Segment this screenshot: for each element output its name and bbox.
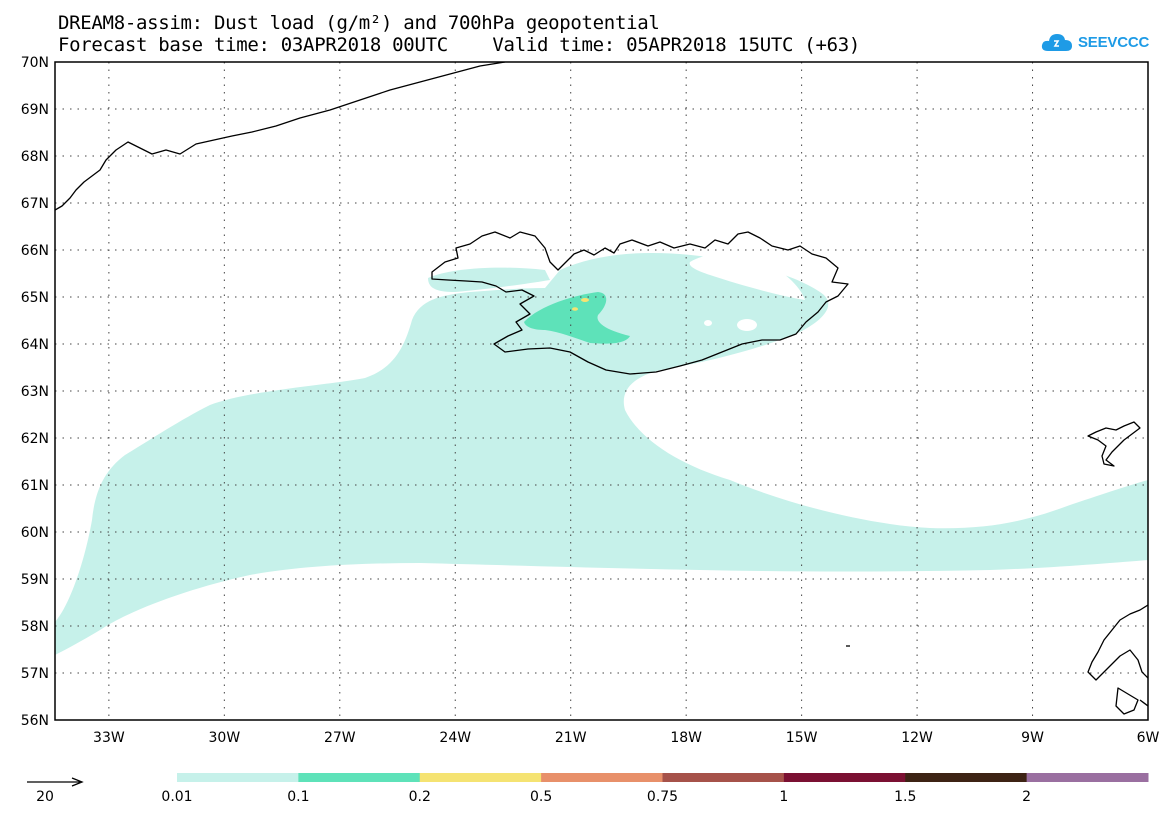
colorbar-label: 0.2 bbox=[409, 789, 431, 805]
lon-tick-label: 6W bbox=[1137, 730, 1160, 746]
dust-gap-east-1 bbox=[737, 319, 757, 331]
colorbar-swatch bbox=[662, 773, 785, 782]
coastlines bbox=[55, 62, 1148, 715]
colorbar-label: 0.1 bbox=[287, 789, 309, 805]
dust-core-high-2 bbox=[572, 307, 578, 311]
lat-tick-label: 69N bbox=[21, 102, 49, 118]
lat-tick-label: 62N bbox=[21, 431, 49, 447]
colorbar-swatch bbox=[1026, 773, 1149, 782]
lat-tick-label: 68N bbox=[21, 149, 49, 165]
lat-tick-label: 70N bbox=[21, 55, 49, 71]
lat-tick-label: 60N bbox=[21, 525, 49, 541]
lon-tick-label: 21W bbox=[555, 730, 587, 746]
lon-tick-label: 30W bbox=[209, 730, 241, 746]
colorbar-swatch bbox=[783, 773, 906, 782]
greenland-coastline bbox=[55, 62, 506, 211]
dust-gap-east-2 bbox=[704, 320, 712, 326]
seevccc-logo: SEEVCCC bbox=[1040, 27, 1149, 57]
forecast-times: Forecast base time: 03APR2018 00UTC Vali… bbox=[58, 34, 861, 56]
dust-lobe-north bbox=[428, 267, 550, 292]
graticule bbox=[55, 62, 1148, 720]
map-title: DREAM8-assim: Dust load (g/m²) and 700hP… bbox=[58, 12, 660, 34]
lat-tick-label: 59N bbox=[21, 572, 49, 588]
cloud-icon bbox=[1041, 34, 1072, 51]
colorbar-swatch bbox=[298, 773, 421, 782]
plot-frame bbox=[54, 61, 1149, 721]
lat-tick-label: 65N bbox=[21, 290, 49, 306]
dust-plume-low bbox=[55, 252, 1148, 655]
dust-core-high-1 bbox=[581, 298, 589, 302]
colorbar-swatch bbox=[177, 773, 299, 782]
lat-tick-label: 64N bbox=[21, 337, 49, 353]
lat-tick-label: 67N bbox=[21, 196, 49, 212]
colorbar-swatch bbox=[541, 773, 663, 782]
lon-tick-label: 12W bbox=[901, 730, 933, 746]
colorbar-swatch bbox=[419, 773, 542, 782]
dust-gap-north bbox=[689, 253, 805, 300]
lat-tick-label: 66N bbox=[21, 243, 49, 259]
lat-tick-label: 56N bbox=[21, 713, 49, 729]
lon-tick-label: 15W bbox=[786, 730, 818, 746]
colorbar-label: 0.5 bbox=[530, 789, 552, 805]
latitude-labels: 56N 57N 58N 59N 60N 61N 62N 63N 64N 65N 66N 67N 68N 6… bbox=[21, 55, 49, 729]
colorbar-label: 1 bbox=[779, 789, 788, 805]
colorbar-label: 0.01 bbox=[161, 789, 192, 805]
vector-scale-label: 20 bbox=[36, 789, 54, 805]
lat-tick-label: 63N bbox=[21, 384, 49, 400]
colorbar-swatch bbox=[905, 773, 1028, 782]
longitude-labels: 33W 30W 27W 24W 21W 18W 15W 12W 9W 6W bbox=[93, 730, 1159, 746]
dust-core-medium bbox=[524, 292, 630, 344]
lon-tick-label: 24W bbox=[439, 730, 471, 746]
lon-tick-label: 18W bbox=[670, 730, 702, 746]
iceland-coastline bbox=[431, 231, 849, 375]
vector-legend: 20 bbox=[27, 777, 84, 805]
lat-tick-label: 61N bbox=[21, 478, 49, 494]
colorbar-label: 0.75 bbox=[647, 789, 678, 805]
lon-tick-label: 33W bbox=[93, 730, 125, 746]
logo-text: SEEVCCC bbox=[1078, 33, 1150, 51]
colorbar-label: 1.5 bbox=[894, 789, 916, 805]
lat-tick-label: 58N bbox=[21, 619, 49, 635]
faroe-coastline bbox=[1087, 421, 1141, 467]
colorbar-label: 2 bbox=[1022, 789, 1031, 805]
lon-tick-label: 27W bbox=[324, 730, 356, 746]
colorbar: 0.01 0.1 0.2 0.5 0.75 1 1.5 2 bbox=[161, 773, 1149, 805]
lat-tick-label: 57N bbox=[21, 666, 49, 682]
scotland-coastline bbox=[1087, 604, 1148, 715]
lon-tick-label: 9W bbox=[1021, 730, 1044, 746]
